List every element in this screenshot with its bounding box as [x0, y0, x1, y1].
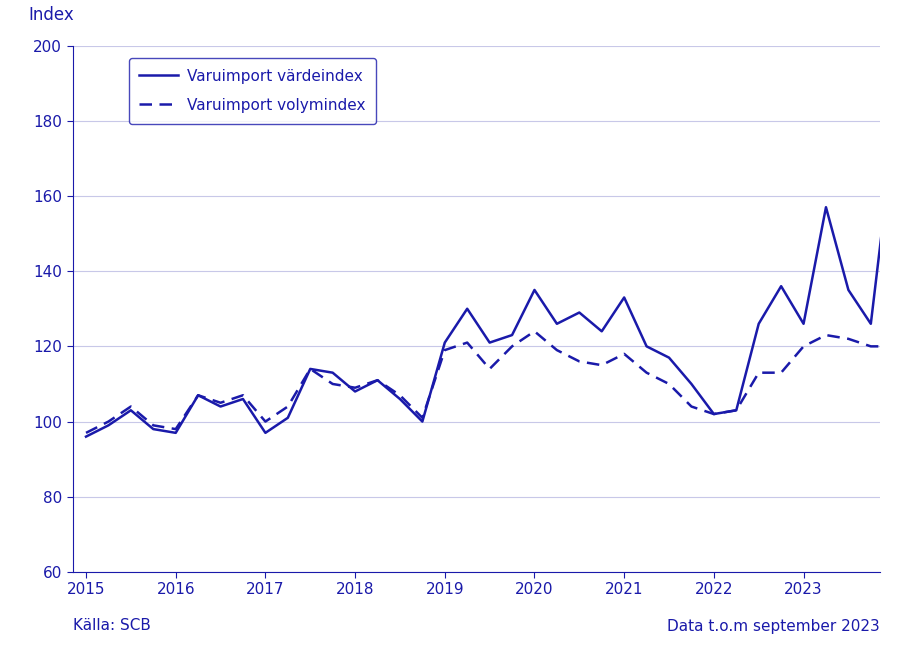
Varuimport värdeindex — [731, 406, 742, 414]
Varuimport volymindex — [171, 425, 181, 433]
Varuimport volymindex — [372, 376, 383, 384]
Varuimport volymindex — [843, 335, 853, 343]
Varuimport volymindex — [305, 365, 316, 373]
Text: Data t.o.m september 2023: Data t.o.m september 2023 — [667, 619, 880, 634]
Varuimport volymindex — [125, 402, 136, 410]
Line: Varuimport värdeindex: Varuimport värdeindex — [86, 83, 907, 437]
Varuimport volymindex — [192, 391, 203, 399]
Varuimport volymindex — [731, 406, 742, 414]
Varuimport volymindex — [238, 391, 249, 399]
Varuimport volymindex — [282, 402, 293, 410]
Varuimport värdeindex — [888, 132, 899, 140]
Varuimport värdeindex — [798, 320, 809, 328]
Varuimport volymindex — [484, 365, 495, 373]
Varuimport värdeindex — [282, 414, 293, 422]
Varuimport värdeindex — [171, 429, 181, 437]
Varuimport volymindex — [81, 429, 92, 437]
Varuimport volymindex — [103, 418, 114, 426]
Varuimport volymindex — [619, 350, 629, 358]
Varuimport värdeindex — [192, 391, 203, 399]
Varuimport värdeindex — [260, 429, 271, 437]
Varuimport värdeindex — [775, 282, 786, 290]
Varuimport volymindex — [395, 391, 405, 399]
Varuimport värdeindex — [574, 309, 585, 317]
Varuimport värdeindex — [507, 332, 518, 339]
Varuimport värdeindex — [238, 395, 249, 403]
Varuimport volymindex — [507, 343, 518, 350]
Varuimport värdeindex — [596, 328, 607, 335]
Varuimport värdeindex — [215, 402, 226, 410]
Text: Index: Index — [28, 6, 73, 25]
Varuimport volymindex — [417, 414, 428, 422]
Varuimport volymindex — [215, 399, 226, 407]
Varuimport värdeindex — [686, 380, 697, 388]
Varuimport volymindex — [708, 410, 719, 418]
Varuimport värdeindex — [349, 387, 360, 395]
Varuimport volymindex — [439, 346, 450, 354]
Varuimport volymindex — [664, 380, 675, 388]
Varuimport värdeindex — [439, 339, 450, 346]
Varuimport volymindex — [349, 384, 360, 391]
Varuimport värdeindex — [865, 320, 876, 328]
Varuimport värdeindex — [103, 421, 114, 429]
Varuimport värdeindex — [395, 395, 405, 403]
Varuimport volymindex — [462, 339, 473, 346]
Legend: Varuimport värdeindex, Varuimport volymindex: Varuimport värdeindex, Varuimport volymi… — [129, 58, 375, 124]
Varuimport värdeindex — [462, 305, 473, 313]
Varuimport volymindex — [775, 369, 786, 376]
Varuimport värdeindex — [843, 286, 853, 294]
Varuimport värdeindex — [551, 320, 562, 328]
Varuimport volymindex — [821, 332, 832, 339]
Varuimport volymindex — [865, 343, 876, 350]
Varuimport värdeindex — [664, 354, 675, 361]
Varuimport volymindex — [148, 421, 159, 429]
Varuimport volymindex — [596, 361, 607, 369]
Varuimport värdeindex — [305, 365, 316, 373]
Varuimport värdeindex — [619, 294, 629, 302]
Varuimport värdeindex — [81, 433, 92, 441]
Varuimport värdeindex — [708, 410, 719, 418]
Varuimport värdeindex — [327, 369, 338, 376]
Varuimport värdeindex — [125, 406, 136, 414]
Varuimport volymindex — [641, 369, 652, 376]
Varuimport volymindex — [798, 343, 809, 350]
Text: Källa: SCB: Källa: SCB — [73, 619, 151, 634]
Varuimport volymindex — [260, 418, 271, 426]
Varuimport volymindex — [551, 346, 562, 354]
Varuimport volymindex — [753, 369, 764, 376]
Varuimport värdeindex — [484, 339, 495, 346]
Varuimport värdeindex — [417, 418, 428, 426]
Varuimport värdeindex — [529, 286, 540, 294]
Varuimport värdeindex — [821, 203, 832, 211]
Varuimport värdeindex — [753, 320, 764, 328]
Varuimport värdeindex — [372, 376, 383, 384]
Line: Varuimport volymindex: Varuimport volymindex — [86, 305, 907, 433]
Varuimport volymindex — [574, 358, 585, 365]
Varuimport volymindex — [529, 328, 540, 335]
Varuimport volymindex — [686, 402, 697, 410]
Varuimport volymindex — [327, 380, 338, 388]
Varuimport volymindex — [888, 343, 899, 350]
Varuimport värdeindex — [641, 343, 652, 350]
Varuimport värdeindex — [148, 425, 159, 433]
